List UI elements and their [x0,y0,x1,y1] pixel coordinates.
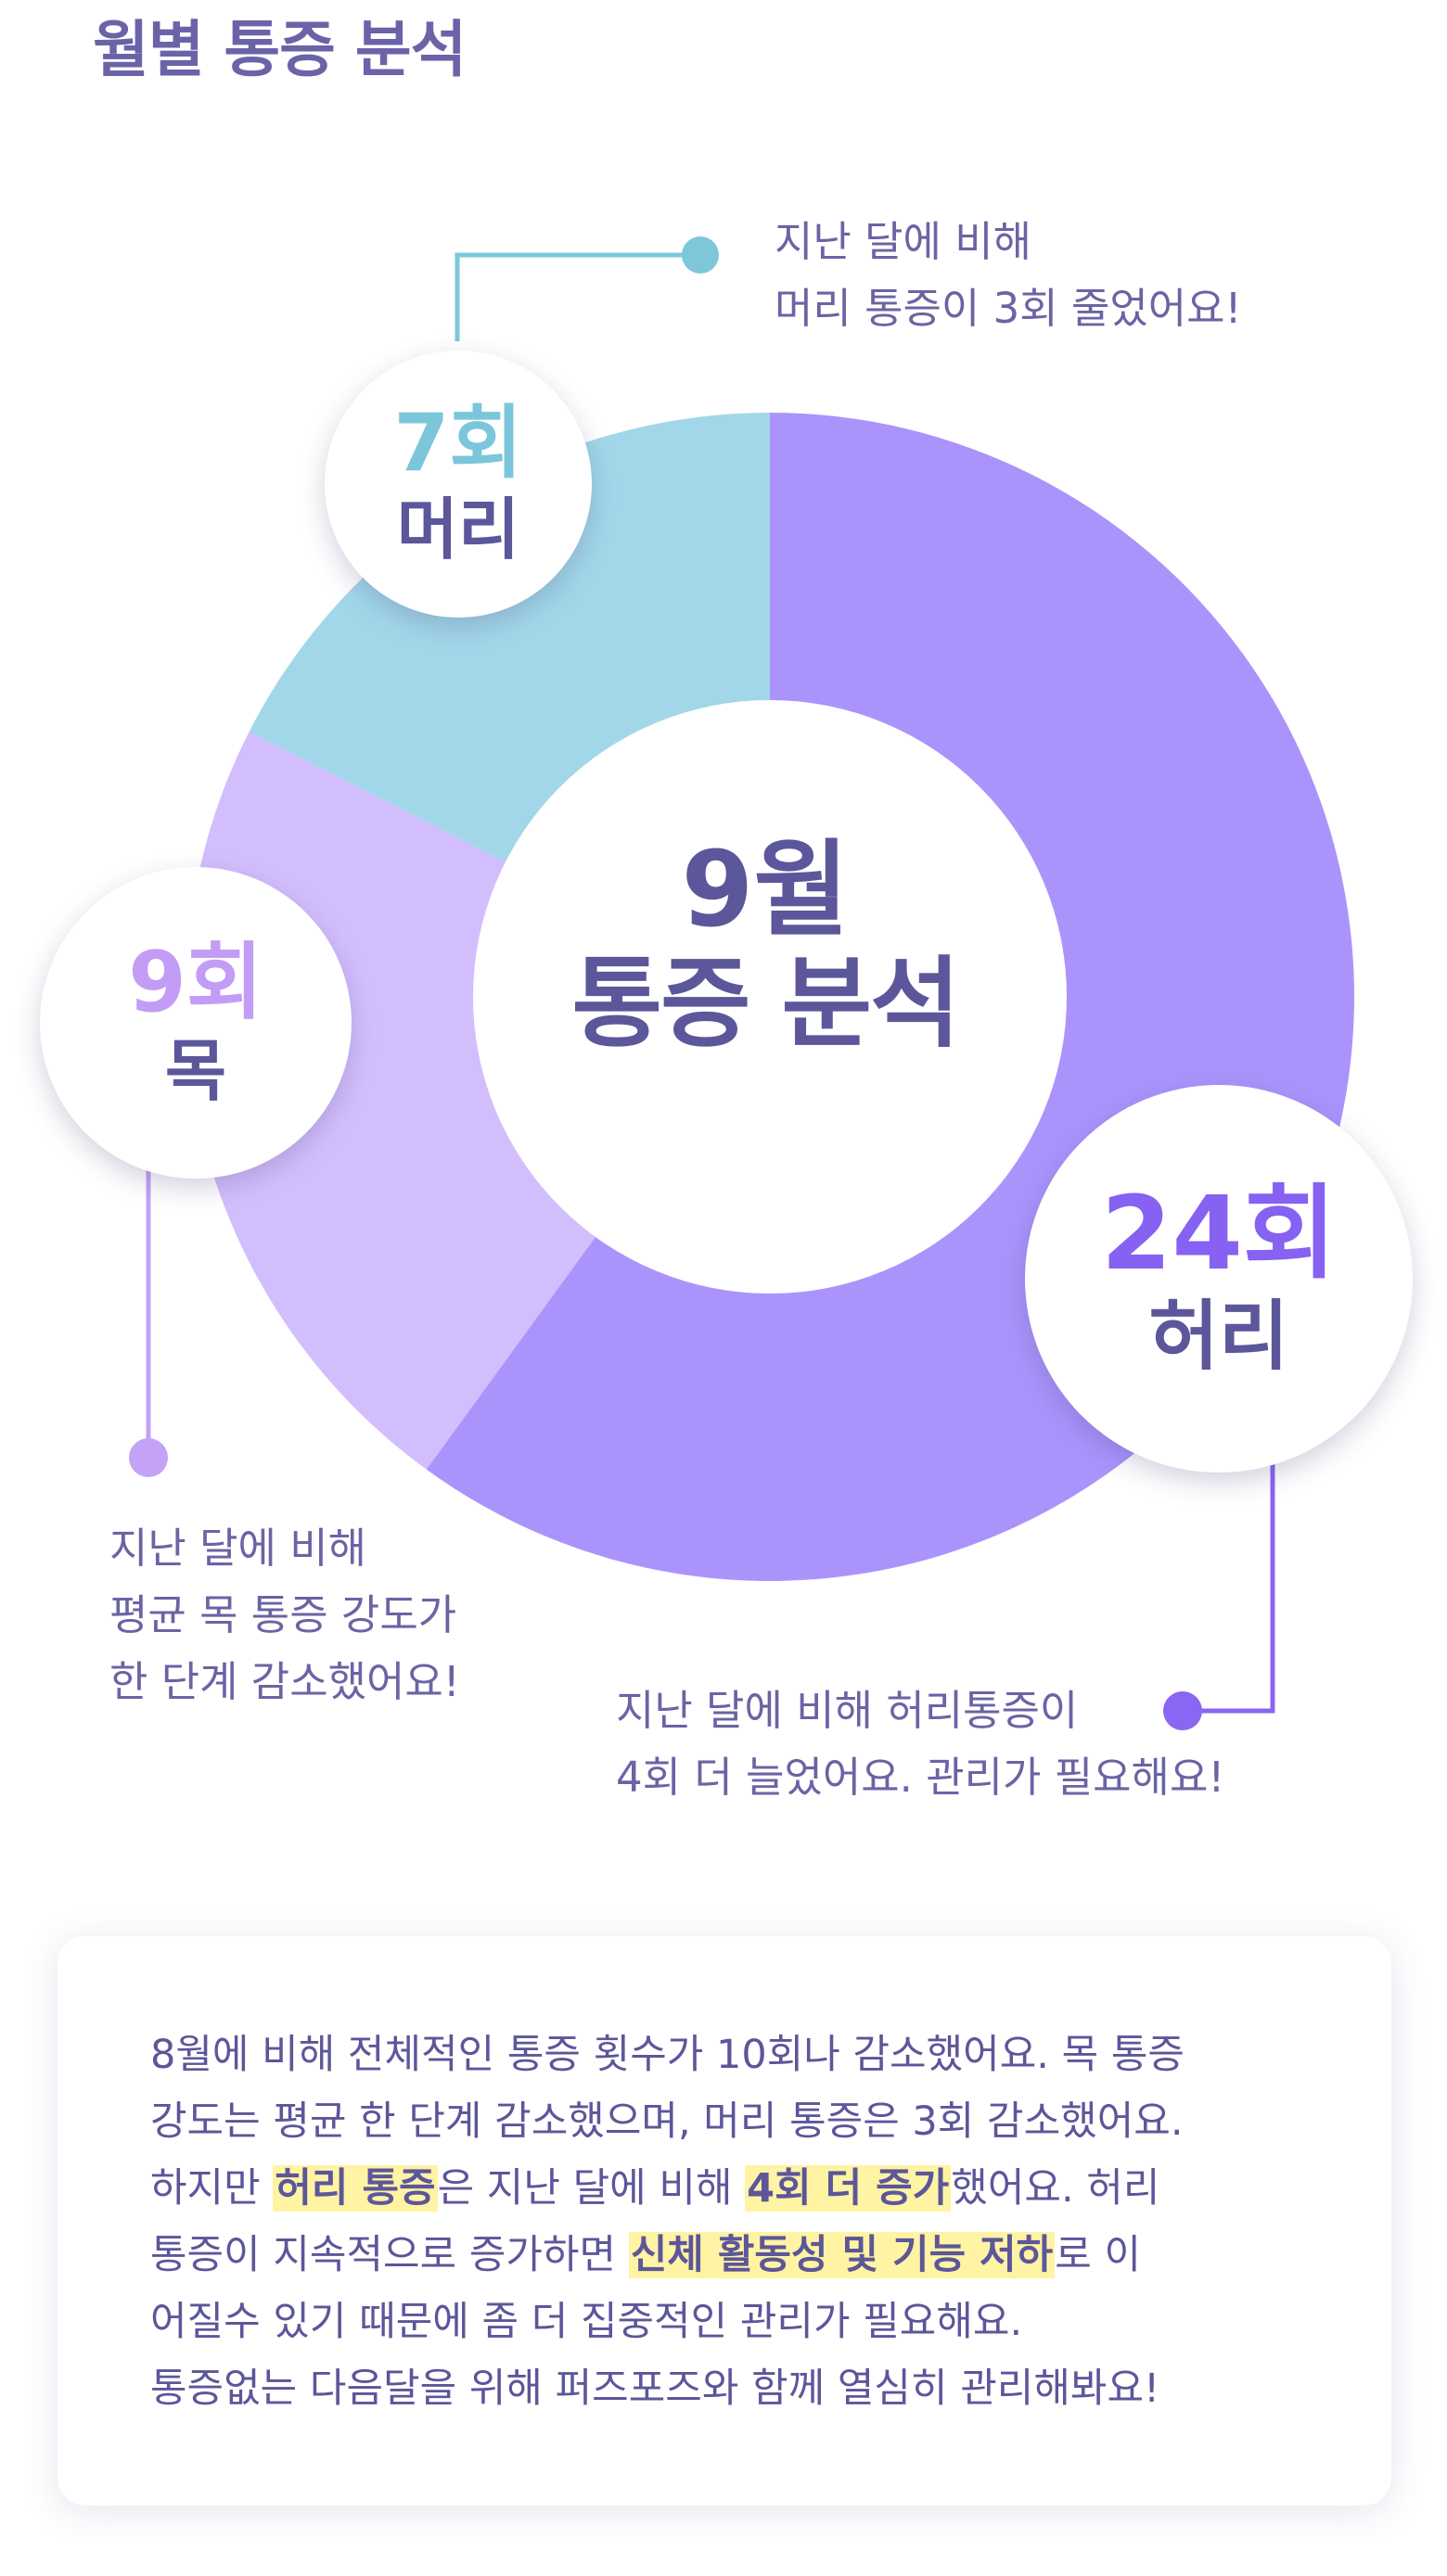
back-leader-dot [1163,1691,1202,1730]
summary-text: 8월에 비해 전체적인 통증 횟수가 10회나 감소했어요. 목 통증 강도는 … [150,2021,1365,2422]
head-note-line: 머리 통증이 3회 줄었어요! [775,284,1242,333]
neck-note-line: 지난 달에 비해 [109,1524,367,1573]
center-subtitle: 통증 분석 [571,947,961,1061]
back-leader-line [1183,1460,1275,1714]
back-part-label: 허리 [1148,1293,1289,1382]
highlight-back-pain: 허리 통증 [273,2165,438,2212]
highlight-increase: 4회 더 증가 [745,2165,952,2212]
chart-center-label: 9월 통증 분석 [459,835,1071,1063]
summary-line: 강도는 평균 한 단계 감소했으며, 머리 통증은 3회 감소했어요. [150,2098,1184,2145]
head-leader-dot [682,236,719,274]
head-leader-line [455,252,700,341]
summary-text-segment: 은 지난 달에 비해 [437,2165,746,2212]
donut-slice-1 [186,731,771,1470]
head-note-line: 지난 달에 비해 [775,217,1032,266]
summary-text-segment: 했어요. 허리 [951,2165,1160,2212]
back-note-line: 4회 더 늘었어요. 관리가 필요해요! [616,1753,1225,1802]
summary-text-segment: 하지만 [150,2165,274,2212]
back-note-line: 지난 달에 비해 허리통증이 [616,1686,1079,1735]
back-count: 24회 [1100,1173,1338,1293]
summary-line: 하지만 허리 통증은 지난 달에 비해 4회 더 증가했어요. 허리 [150,2155,1365,2222]
head-count: 7회 [393,397,523,491]
summary-line: 통증없는 다음달을 위해 퍼즈포즈와 함께 열심히 관리해봐요! [150,2366,1160,2412]
neck-part-label: 목 [164,1031,227,1110]
summary-line: 어질수 있기 때문에 좀 더 집중적인 관리가 필요해요. [150,2299,1023,2345]
donut-center-hole [473,700,1067,1294]
neck-note-line: 한 단계 감소했어요! [109,1657,460,1706]
center-month: 9월 [681,830,850,950]
summary-card: 8월에 비해 전체적인 통증 횟수가 10회나 감소했어요. 목 통증 강도는 … [58,1936,1391,2506]
back-bubble: 24회 허리 [1025,1085,1413,1473]
neck-leader-dot [129,1438,168,1477]
summary-text-segment: 로 이 [1055,2232,1142,2278]
summary-line: 통증이 지속적으로 증가하면 신체 활동성 및 기능 저하로 이 [150,2222,1365,2289]
highlight-function-decline: 신체 활동성 및 기능 저하 [628,2232,1056,2278]
neck-count: 9회 [128,934,263,1032]
head-part-label: 머리 [396,491,520,569]
summary-text-segment: 통증이 지속적으로 증가하면 [150,2232,629,2278]
head-note: 지난 달에 비해 머리 통증이 3회 줄었어요! [775,209,1242,342]
head-bubble: 7회 머리 [325,351,592,618]
page-title: 월별 통증 분석 [93,14,467,85]
neck-note-line: 평균 목 통증 강도가 [109,1590,457,1639]
back-note: 지난 달에 비해 허리통증이 4회 더 늘었어요. 관리가 필요해요! [616,1677,1224,1811]
neck-bubble: 9회 목 [40,867,352,1179]
summary-line: 8월에 비해 전체적인 통증 횟수가 10회나 감소했어요. 목 통증 [150,2032,1184,2078]
neck-note: 지난 달에 비해 평균 목 통증 강도가 한 단계 감소했어요! [109,1515,460,1715]
